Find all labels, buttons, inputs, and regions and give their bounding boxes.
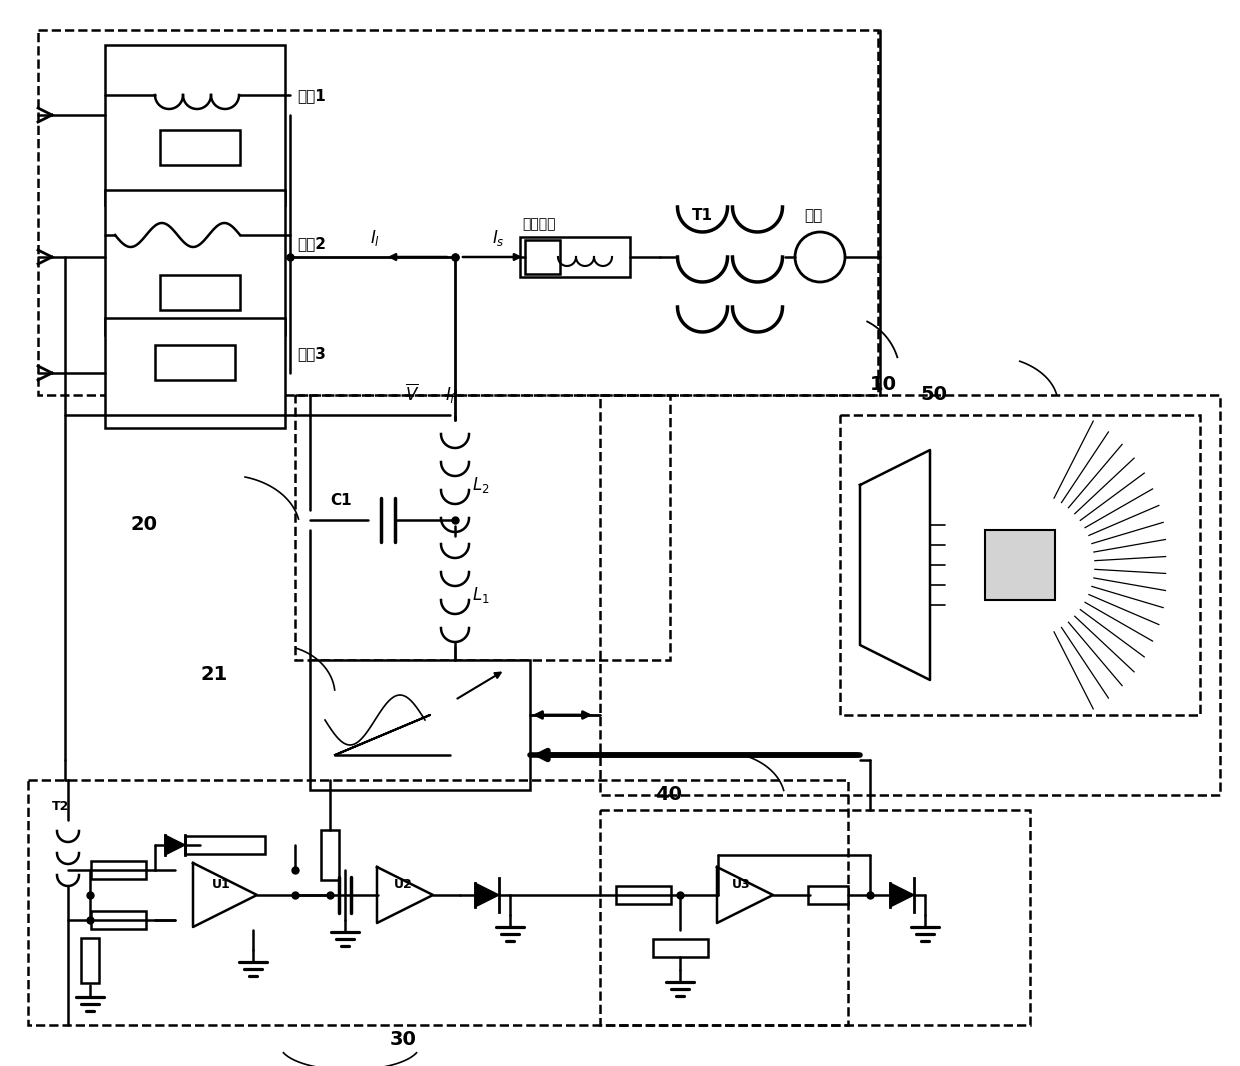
Text: $\overline{V}$: $\overline{V}$: [405, 383, 419, 404]
Text: 40: 40: [655, 785, 682, 804]
Text: 负载3: 负载3: [298, 346, 326, 361]
Text: $L_2$: $L_2$: [472, 475, 490, 495]
Bar: [520, 237, 630, 277]
Bar: [105, 190, 285, 335]
Text: 21: 21: [200, 665, 227, 684]
Text: 20: 20: [130, 515, 157, 534]
Text: 30: 30: [391, 1030, 417, 1049]
Bar: [839, 415, 1200, 715]
Text: T1: T1: [692, 208, 713, 223]
Polygon shape: [165, 835, 185, 855]
Text: 等效阻抗: 等效阻抗: [522, 217, 556, 231]
Polygon shape: [890, 883, 914, 907]
Bar: [38, 30, 878, 395]
Text: T2: T2: [52, 800, 69, 813]
Bar: [105, 45, 285, 205]
Polygon shape: [861, 450, 930, 680]
Bar: [525, 240, 560, 274]
Bar: [160, 275, 241, 310]
Text: U2: U2: [394, 878, 413, 891]
Bar: [600, 810, 1030, 1025]
Bar: [808, 886, 848, 904]
Text: 50: 50: [920, 385, 947, 404]
Bar: [600, 395, 1220, 795]
Bar: [310, 660, 529, 790]
Text: 负载2: 负载2: [298, 236, 326, 251]
Text: 负载1: 负载1: [298, 88, 326, 103]
Bar: [185, 836, 265, 854]
Bar: [81, 938, 99, 983]
Bar: [321, 830, 339, 881]
Polygon shape: [475, 883, 498, 907]
Text: C1: C1: [330, 492, 352, 508]
Bar: [616, 886, 671, 904]
Bar: [155, 345, 236, 379]
Text: U3: U3: [732, 878, 750, 891]
Bar: [91, 861, 146, 879]
Bar: [105, 318, 285, 429]
Text: 10: 10: [870, 375, 897, 394]
Text: $L_1$: $L_1$: [472, 585, 490, 605]
Text: 电网: 电网: [804, 208, 822, 223]
Bar: [295, 395, 670, 660]
Bar: [160, 130, 241, 165]
Text: $I_f$: $I_f$: [445, 385, 458, 405]
Bar: [985, 530, 1055, 600]
Bar: [29, 780, 848, 1025]
Text: $I_l$: $I_l$: [370, 228, 381, 248]
Bar: [91, 911, 146, 928]
Bar: [653, 939, 708, 957]
Text: $I_s$: $I_s$: [492, 228, 505, 248]
Text: U1: U1: [212, 878, 231, 891]
